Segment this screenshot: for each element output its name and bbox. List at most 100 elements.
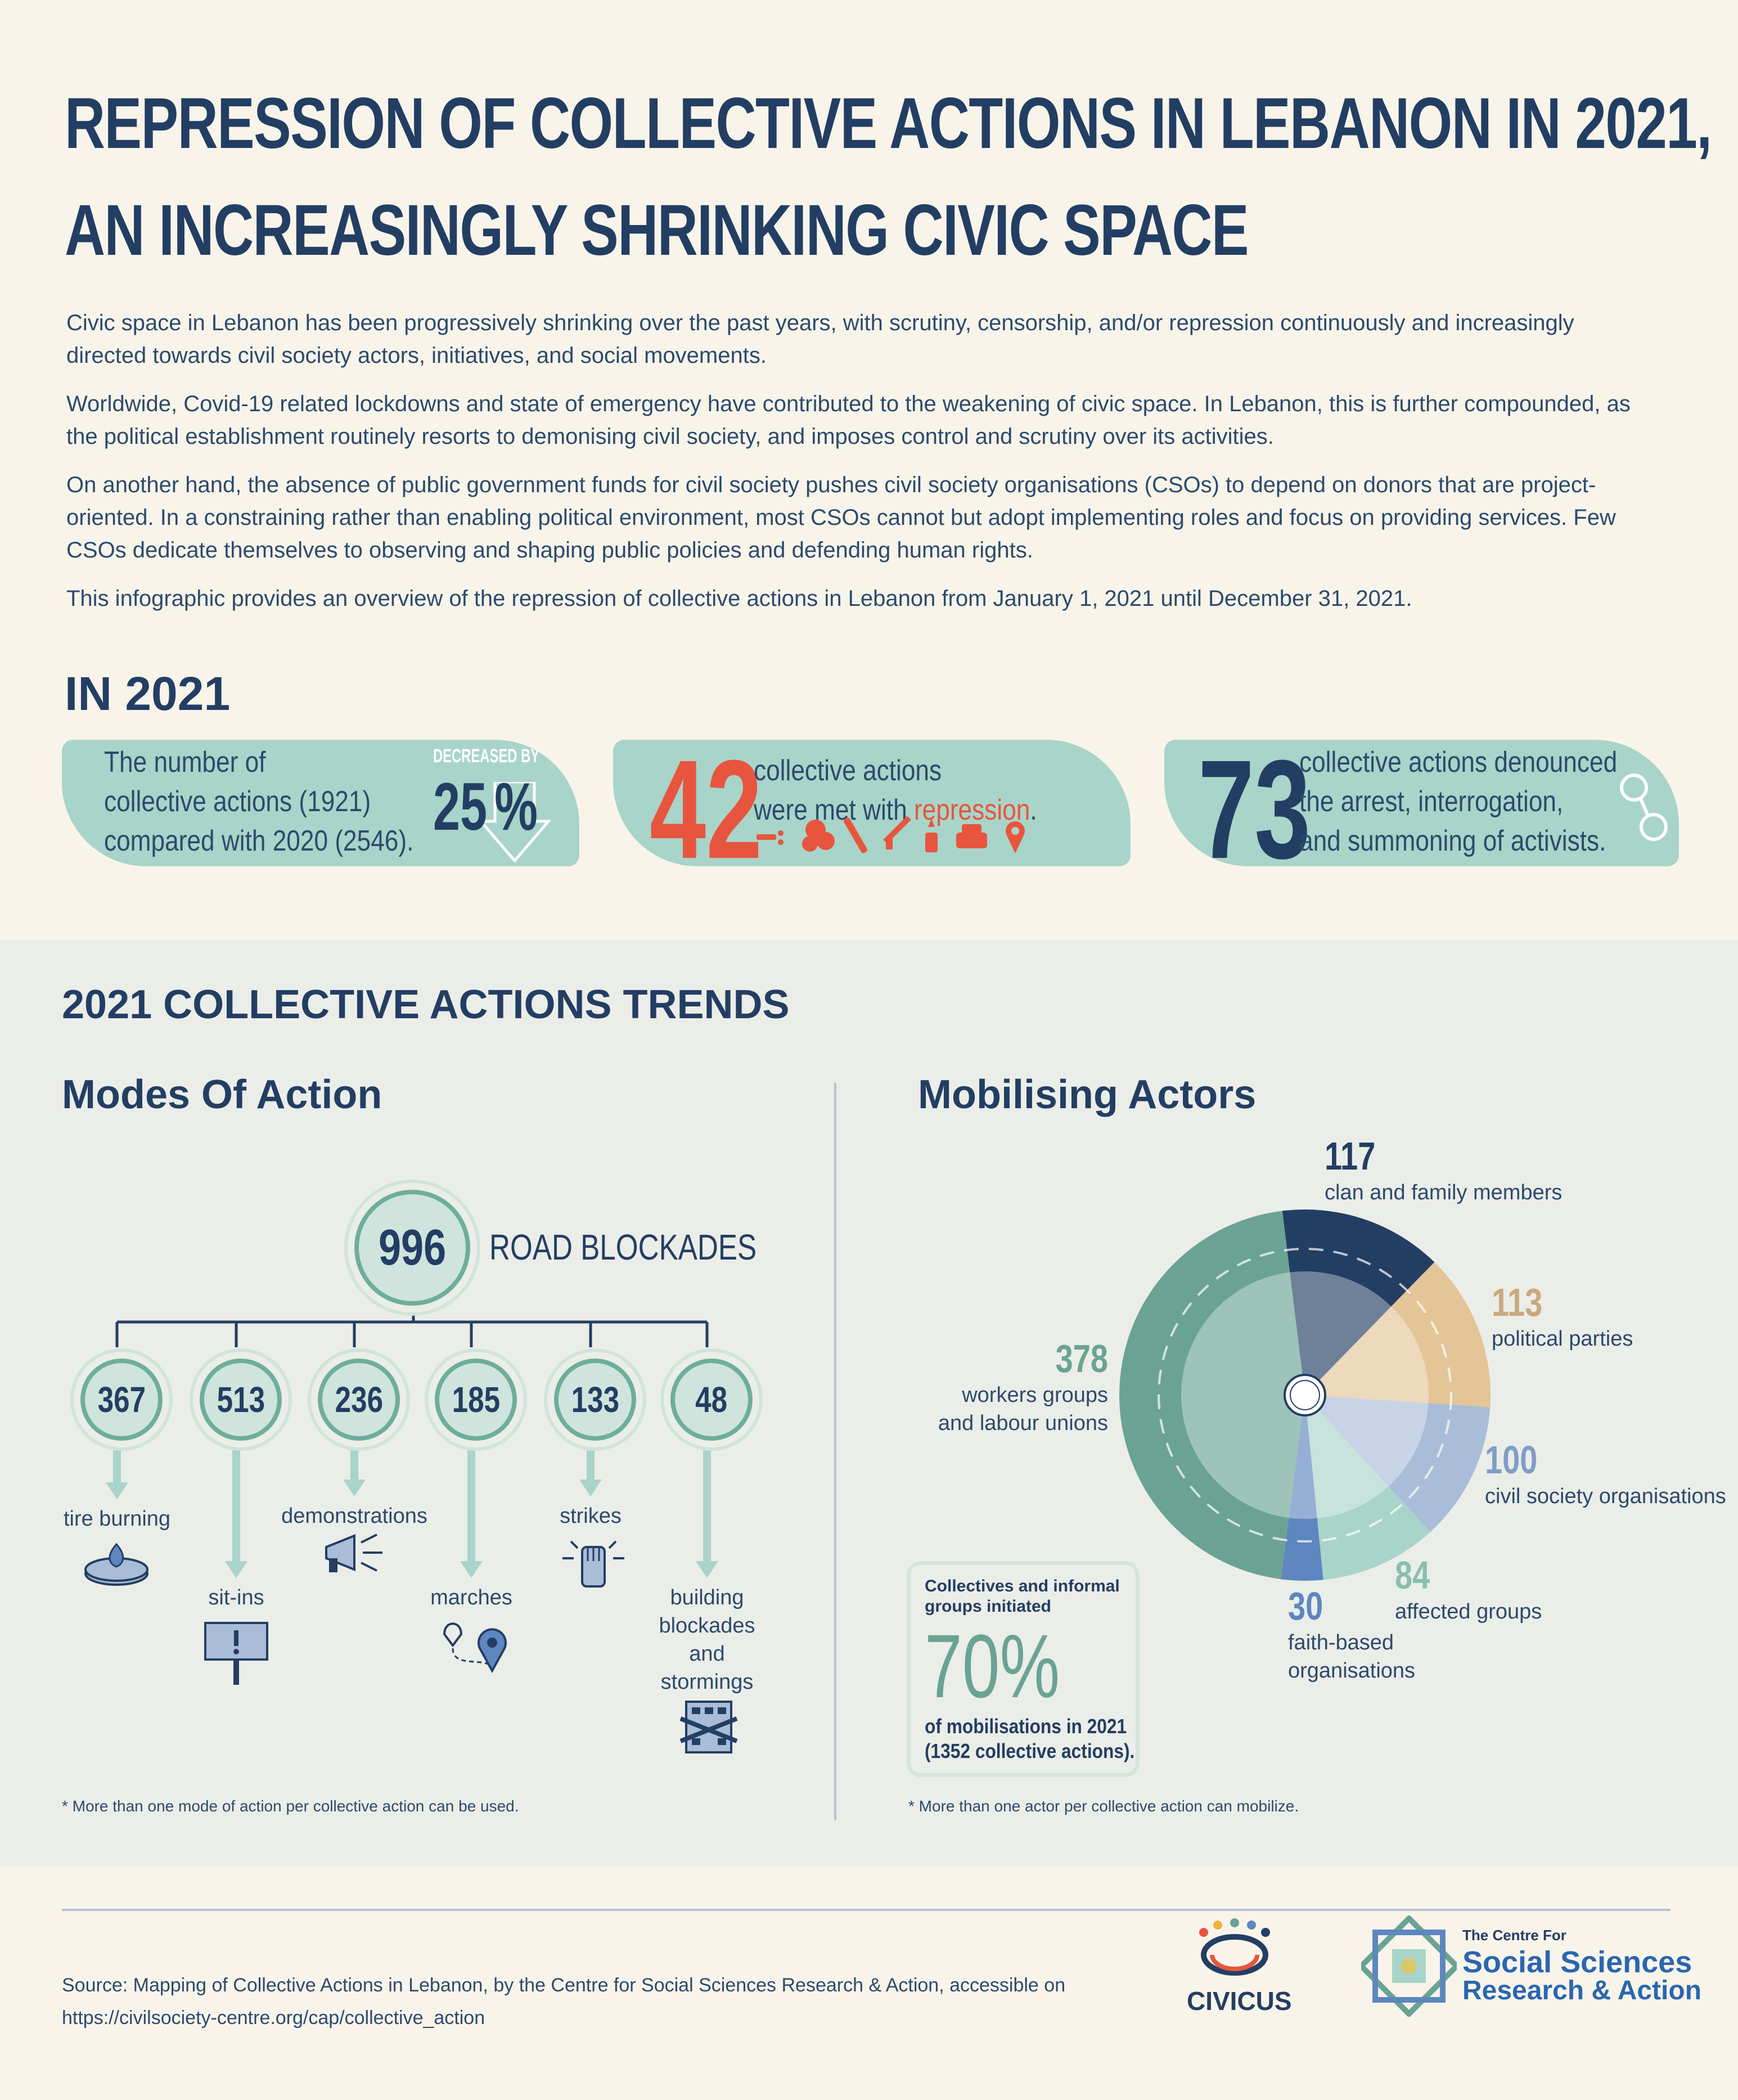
callout-intro: Collectives and informal groups initiate… [925, 1576, 1120, 1617]
civicus-logo: CIVICUS [1181, 1907, 1292, 2020]
actor-value: 117 [1325, 1134, 1376, 1178]
handcuffs-icon [1620, 774, 1668, 841]
blocked-building-icon [679, 1701, 738, 1753]
page-title: REPRESSION OF COLLECTIVE ACTIONS IN LEBA… [65, 70, 1712, 284]
actor-value: 113 [1492, 1280, 1543, 1324]
centre-line-3: Research & Action [1462, 1976, 1702, 2005]
pie-slice [1305, 1395, 1430, 1580]
route-marker-icon [443, 1622, 507, 1674]
pie-slice [1282, 1209, 1435, 1395]
card2-line: were met with repression. [754, 790, 1037, 830]
actor-text: political parties [1492, 1327, 1633, 1351]
baton-icon [844, 817, 867, 853]
repression-number: 42 [650, 731, 763, 888]
card1-line: The number of [104, 746, 266, 779]
mode-label-building-blockades: building blockades and stormings [659, 1586, 755, 1694]
molotov-icon [925, 819, 938, 852]
callout-line: (1352 collective actions). [925, 1739, 1135, 1762]
mode-circle: 236 [318, 1359, 400, 1441]
actor-text: clan and family members [1325, 1181, 1563, 1204]
card2-line: collective actions [754, 754, 942, 787]
pie-slice [1305, 1262, 1491, 1408]
actor-label-political: 113 political parties [1492, 1280, 1633, 1353]
mode-value: 48 [695, 1379, 728, 1420]
mode-circle: 133 [554, 1359, 636, 1441]
actor-label-workers: 378 workers groups and labour unions [936, 1336, 1108, 1437]
intro-paragraph: Civic space in Lebanon has been progress… [66, 311, 1574, 368]
card3-line: the arrest, interrogation, [1299, 785, 1564, 818]
card2-prefix: were met with [754, 794, 914, 826]
actor-value: 378 [1055, 1337, 1108, 1380]
tear-gas-icon [802, 820, 835, 852]
mode-value: 513 [217, 1379, 265, 1420]
callout-line: Collectives and informal [925, 1577, 1120, 1595]
mode-value: 236 [335, 1379, 383, 1420]
card3-line: collective actions denounced [1299, 746, 1618, 779]
mode-value: 185 [452, 1379, 500, 1420]
road-blockades-label: ROAD BLOCKADES [489, 1227, 757, 1267]
repression-icons [757, 816, 1025, 853]
trends-heading: 2021 COLLECTIVE ACTIONS TRENDS [62, 982, 790, 1027]
modes-heading: Modes Of Action [62, 1072, 382, 1117]
card2-text: collective actions were met with repress… [754, 751, 1037, 830]
stat-card-decrease: The number of collective actions (1921) … [62, 740, 579, 866]
actor-label-clan: 117 clan and family members [1325, 1134, 1562, 1207]
actor-text: civil society organisations [1485, 1485, 1726, 1508]
civicus-emblem-icon [1199, 1918, 1270, 1976]
percent-sign: % [494, 769, 538, 844]
gun-icon [883, 816, 911, 849]
location-pin-icon [1006, 821, 1025, 853]
pie-slice-inner [1181, 1272, 1305, 1518]
actors-footnote: * More than one actor per collective act… [908, 1797, 1299, 1815]
title-line-1: REPRESSION OF COLLECTIVE ACTIONS IN LEBA… [65, 83, 1712, 164]
mode-circle: 367 [80, 1359, 163, 1441]
footer-divider [62, 1909, 1671, 1911]
repression-highlight: repression [913, 794, 1030, 826]
card3-line: and summoning of activists. [1299, 825, 1606, 857]
centre-logo: The Centre For Social Sciences Research … [1361, 1915, 1702, 2039]
tire-fire-icon [84, 1543, 148, 1586]
modes-footnote: * More than one mode of action per colle… [62, 1797, 519, 1815]
road-blockades-circle: 996 [354, 1190, 470, 1306]
percent-value: 25 [433, 769, 488, 844]
actor-text: workers groups and labour unions [938, 1383, 1108, 1435]
actor-value: 100 [1485, 1438, 1538, 1482]
actors-pie-chart [1119, 1209, 1491, 1581]
mode-label-sit-ins: sit-ins [208, 1586, 264, 1609]
card3-text: collective actions denounced the arrest,… [1299, 743, 1617, 861]
title-line-2: AN INCREASINGLY SHRINKING CIVIC SPACE [65, 190, 1249, 271]
protest-sign-icon [204, 1622, 268, 1685]
decreased-label: DECREASED BY [433, 745, 540, 767]
actor-label-affected: 84 affected groups [1395, 1553, 1542, 1626]
actor-label-cso: 100 civil society organisations [1485, 1437, 1726, 1510]
centre-line-1: The Centre For [1462, 1927, 1566, 1944]
decrease-percent: 25% [433, 768, 538, 846]
civicus-wordmark: CIVICUS [1187, 1986, 1292, 2016]
stat-card-arrests: 73 collective actions denounced the arre… [1164, 731, 1679, 888]
intro-text: Civic space in Lebanon has been progress… [66, 307, 1658, 631]
source-text: Source: Mapping of Collective Actions in… [62, 1969, 1065, 2034]
mode-value: 367 [97, 1379, 146, 1420]
mode-circle: 185 [435, 1359, 517, 1441]
pie-slice-inner [1305, 1395, 1429, 1487]
actor-label-faith: 30 faith-based organisations [1288, 1584, 1417, 1685]
centre-emblem-icon [1361, 1915, 1457, 2017]
mode-value: 133 [571, 1379, 619, 1420]
mode-label-strikes: strikes [560, 1504, 622, 1528]
raised-fist-icon [562, 1540, 624, 1588]
pie-slice-inner [1305, 1395, 1389, 1518]
arrests-number: 73 [1198, 731, 1311, 888]
callout-line: of mobilisations in 2021 [925, 1715, 1127, 1738]
pie-slice [1119, 1211, 1305, 1580]
centre-line-2: Social Sciences [1462, 1945, 1692, 1979]
intro-paragraph: Worldwide, Covid-19 related lockdowns an… [66, 392, 1631, 449]
actor-value: 84 [1395, 1553, 1430, 1597]
in-2021-heading: IN 2021 [65, 667, 231, 720]
card1-line: collective actions (1921) [104, 785, 371, 818]
mode-label-marches: marches [430, 1586, 512, 1609]
card1-text: The number of collective actions (1921) … [104, 743, 413, 861]
stat-card-repression: 42 collective actions were met with repr… [613, 731, 1131, 888]
source-link[interactable]: https://civilsociety-centre.org/cap/coll… [62, 2007, 485, 2029]
actor-value: 30 [1288, 1584, 1323, 1628]
road-blockades-value: 996 [378, 1219, 447, 1276]
